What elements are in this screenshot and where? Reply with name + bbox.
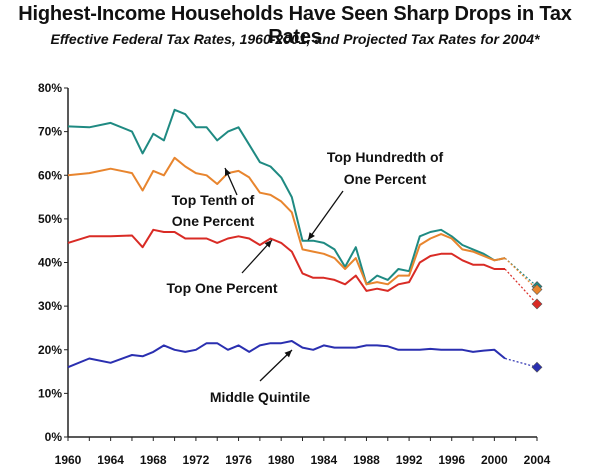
annotation-arrowhead [284,350,292,358]
annotation-arrow [307,190,344,241]
y-tick-label: 20% [38,343,62,357]
y-tick-label: 30% [38,299,62,313]
annotation-arrowhead [225,168,231,176]
annotation-arrow [259,349,293,382]
x-tick-label: 1984 [310,453,337,467]
annotation-label: Middle Quintile [210,389,311,405]
x-tick-label: 2000 [481,453,508,467]
x-tick-label: 1968 [140,453,167,467]
annotation-arrowhead [308,232,315,240]
series-lines [67,108,543,373]
annotation-label: Top Tenth of [172,192,255,208]
projected-point-2 [531,298,543,310]
projection-line-0 [504,257,538,287]
annotations: Top Hundredth of One Percent Top Tenth of O… [167,149,444,405]
x-tick-label: 1988 [353,453,380,467]
annotation-label: One Percent [344,171,427,187]
y-tick-label: 50% [38,212,62,226]
chart-subtitle: Effective Federal Tax Rates, 1960-2001, … [50,31,540,47]
projected-point-3 [531,361,543,373]
x-tick-label: 1996 [438,453,465,467]
y-tick-label: 80% [38,81,62,95]
x-tick-label: 2004 [524,453,551,467]
series-line-0 [67,108,506,286]
y-tick-label: 0% [45,430,63,444]
projection-line-3 [504,357,538,368]
annotation-label: One Percent [172,213,255,229]
x-tick-label: 1972 [183,453,210,467]
axes: 0% 10% 20% 30% 40% 50% 60% 70% 80% 1960 1964 1968 19… [38,81,551,467]
x-tick-label: 1992 [396,453,423,467]
chart-title: Highest-Income Households Have Seen Shar… [18,3,572,48]
y-tick-label: 60% [38,168,62,182]
annotation-label: Top One Percent [167,280,278,296]
annotation-label: Top Hundredth of [327,149,444,165]
x-tick-label: 1960 [55,453,82,467]
x-tick-label: 1964 [97,453,124,467]
projection-line-1 [504,257,538,290]
projected-point-1 [531,284,543,295]
y-tick-label: 10% [38,386,62,400]
y-tick-label: 70% [38,125,62,139]
series-line-1 [67,156,506,286]
series-line-3 [67,340,506,369]
annotation-arrowhead [264,240,272,248]
annotation-arrow [241,239,273,274]
x-tick-label: 1980 [268,453,295,467]
y-tick-label: 40% [38,256,62,270]
x-tick-label: 1976 [225,453,252,467]
series-line-2 [67,228,505,292]
